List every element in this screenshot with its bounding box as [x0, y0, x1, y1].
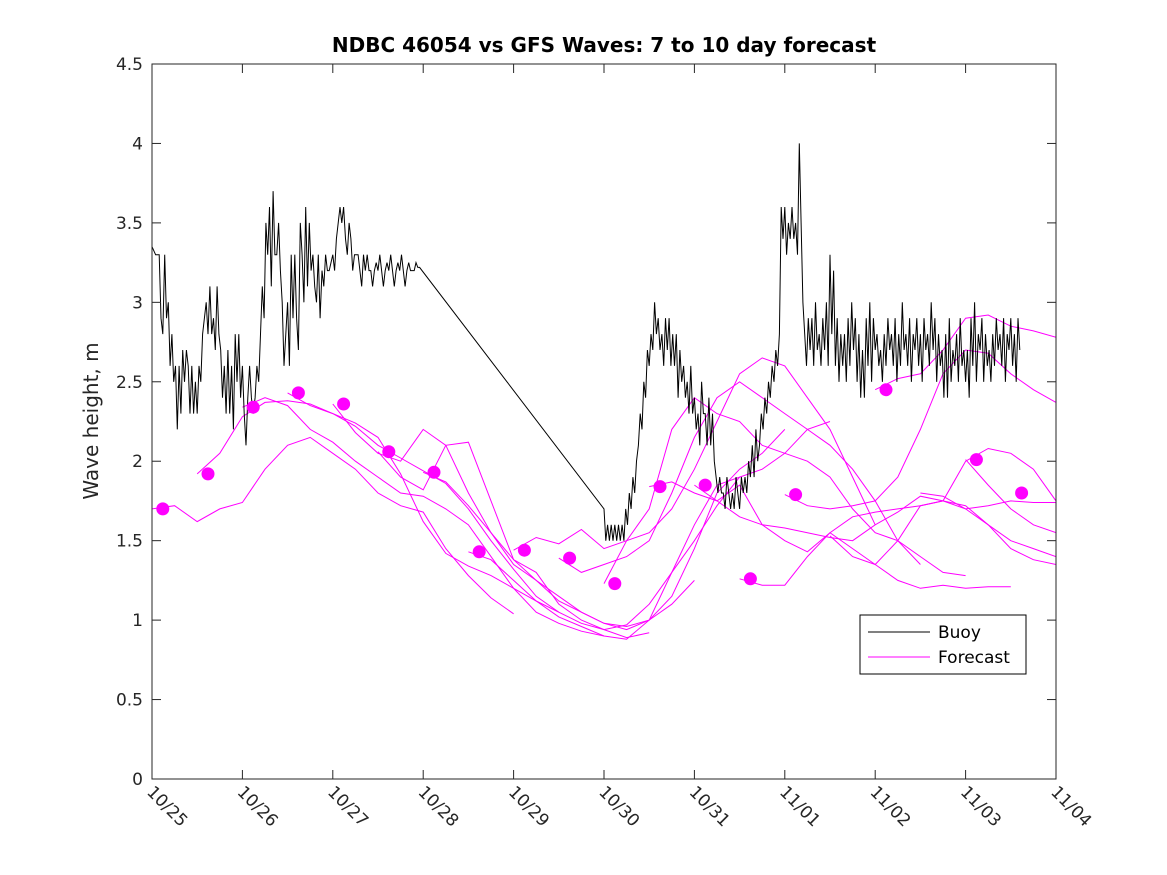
- forecast-line-13: [694, 484, 1056, 565]
- forecast-marker: [879, 383, 893, 397]
- legend-buoy-label: Buoy: [938, 623, 981, 643]
- forecast-marker: [789, 488, 803, 502]
- forecast-marker: [337, 397, 351, 411]
- y-tick-label: 0.5: [116, 691, 143, 711]
- forecast-marker: [472, 545, 486, 559]
- forecast-line-17: [874, 314, 1056, 391]
- legend-forecast-label: Forecast: [938, 648, 1010, 668]
- forecast-line-9: [513, 357, 876, 551]
- forecast-line-11: [603, 397, 966, 584]
- forecast-marker: [156, 502, 170, 516]
- y-tick-label: 1.5: [116, 532, 143, 552]
- legend: Buoy Forecast: [859, 614, 1027, 675]
- y-tick-label: 0: [132, 770, 143, 790]
- forecast-line-5: [332, 403, 695, 628]
- forecast-marker: [201, 467, 215, 481]
- forecast-marker: [1015, 486, 1029, 500]
- forecast-marker: [517, 543, 531, 557]
- y-tick-label: 3.5: [116, 214, 143, 234]
- forecast-marker: [608, 577, 622, 591]
- y-tick-label: 2.5: [116, 373, 143, 393]
- forecast-line-19: [965, 459, 1056, 534]
- y-tick-label: 1: [132, 611, 143, 631]
- forecast-marker: [743, 572, 757, 586]
- forecast-marker: [653, 480, 667, 494]
- forecast-marker: [246, 400, 260, 414]
- forecast-marker: [563, 551, 577, 565]
- chart-title: NDBC 46054 vs GFS Waves: 7 to 10 day for…: [332, 33, 877, 57]
- forecast-line-8: [468, 421, 831, 640]
- plot-area: 00.511.522.533.544.510/25 10/26 10/27 10/28…: [116, 55, 1095, 831]
- forecast-line-15: [784, 349, 1056, 510]
- forecast-line-14: [739, 500, 1056, 586]
- forecast-line-16: [829, 447, 1056, 566]
- forecast-line-3: [242, 397, 605, 637]
- y-tick-label: 2: [132, 452, 143, 472]
- legend-box: [859, 614, 1027, 675]
- forecast-marker: [427, 465, 441, 479]
- forecast-marker: [698, 478, 712, 492]
- forecast-line-10: [558, 381, 921, 573]
- y-tick-label: 4: [132, 134, 143, 154]
- y-tick-label: 4.5: [116, 55, 143, 75]
- y-axis-title: Wave height, m: [79, 342, 103, 499]
- buoy-line: [152, 143, 1021, 541]
- forecast-line-18: [920, 492, 1056, 510]
- forecast-marker: [291, 386, 305, 400]
- forecast-line-4: [287, 392, 650, 639]
- y-tick-label: 3: [132, 293, 143, 313]
- forecast-line-7: [423, 429, 786, 631]
- forecast-line-6: [377, 441, 740, 631]
- forecast-marker: [969, 453, 983, 467]
- forecast-marker: [382, 445, 396, 459]
